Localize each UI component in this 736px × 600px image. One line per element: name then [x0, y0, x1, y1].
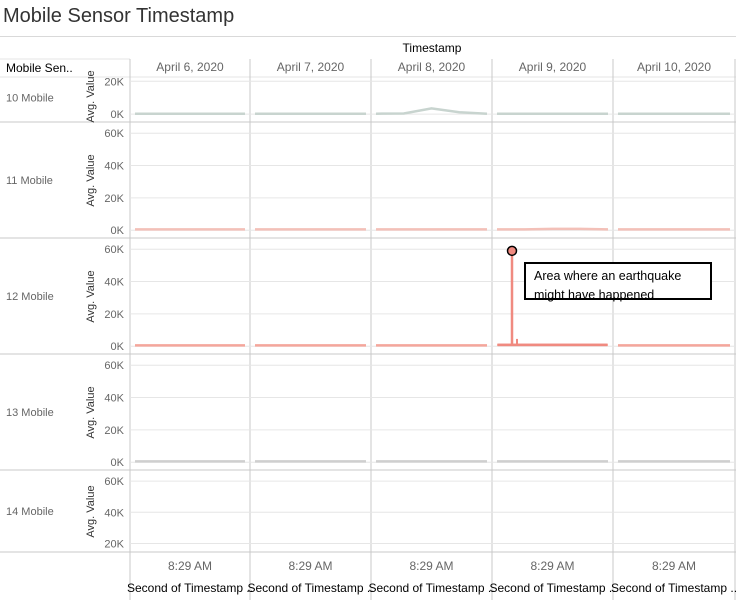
column-label: April 8, 2020	[398, 60, 466, 74]
x-axis-title: Second of Timestamp ..	[127, 581, 253, 595]
earthquake-annotation: Area where an earthquake might have happ…	[524, 262, 712, 302]
y-tick-label: 20K	[104, 76, 124, 88]
series-line	[497, 227, 609, 231]
column-label: April 9, 2020	[519, 60, 587, 74]
row-label: 11 Mobile	[6, 175, 53, 187]
y-tick-label: 60K	[104, 128, 124, 140]
column-label: April 6, 2020	[156, 60, 224, 74]
y-tick-label: 0K	[111, 341, 125, 353]
x-tick-label: 8:29 AM	[288, 559, 332, 573]
column-label: April 10, 2020	[637, 60, 711, 74]
x-tick-label: 8:29 AM	[652, 559, 696, 573]
y-tick-label: 20K	[104, 309, 124, 321]
y-axis-title: Avg. Value	[85, 386, 97, 438]
y-axis-title: Avg. Value	[85, 485, 97, 537]
row-label: 14 Mobile	[6, 506, 54, 518]
x-axis-title: Second of Timestamp ..	[247, 581, 373, 595]
y-tick-label: 60K	[104, 244, 124, 256]
row-label: 12 Mobile	[6, 291, 54, 303]
chart-title: Mobile Sensor Timestamp	[3, 5, 235, 27]
title-divider	[0, 36, 736, 37]
y-tick-label: 40K	[104, 277, 124, 289]
y-tick-label: 40K	[104, 161, 124, 173]
y-tick-label: 20K	[104, 538, 124, 550]
y-tick-label: 40K	[104, 393, 124, 405]
x-tick-label: 8:29 AM	[409, 559, 453, 573]
x-axis-title: Second of Timestamp ..	[368, 581, 494, 595]
y-tick-label: 0K	[111, 225, 125, 237]
x-axis-title: Second of Timestamp ..	[489, 581, 615, 595]
y-tick-label: 0K	[111, 457, 125, 469]
x-tick-label: 8:29 AM	[530, 559, 574, 573]
y-tick-label: 20K	[104, 193, 124, 205]
y-axis-title: Avg. Value	[85, 154, 97, 206]
column-label: April 7, 2020	[277, 60, 345, 74]
y-axis-title: Avg. Value	[85, 270, 97, 322]
row-header: Mobile Sen..	[6, 61, 73, 75]
y-tick-label: 0K	[111, 109, 125, 121]
x-tick-label: 8:29 AM	[168, 559, 212, 573]
row-label: 13 Mobile	[6, 407, 54, 419]
series-line	[375, 107, 488, 115]
spike-marker	[506, 245, 518, 257]
y-axis-title: Avg. Value	[85, 70, 97, 122]
y-tick-label: 40K	[104, 507, 124, 519]
y-tick-label: 20K	[104, 425, 124, 437]
y-tick-label: 60K	[104, 360, 124, 372]
row-label: 10 Mobile	[6, 93, 54, 105]
column-header: Timestamp	[403, 41, 462, 55]
y-tick-label: 60K	[104, 476, 124, 488]
x-axis-title: Second of Timestamp ..	[611, 581, 736, 595]
